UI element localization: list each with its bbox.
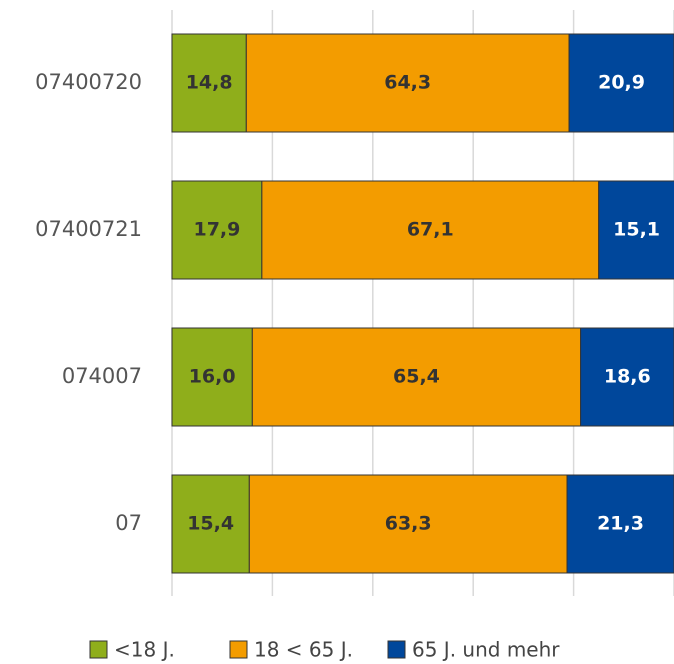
value-label: 14,8 bbox=[186, 72, 233, 94]
value-label: 21,3 bbox=[597, 513, 644, 535]
category-label: 074007 bbox=[62, 364, 142, 388]
bar-segment bbox=[245, 33, 570, 133]
category-label: 07 bbox=[115, 511, 142, 535]
legend-label: <18 J. bbox=[114, 638, 175, 662]
bar-segment bbox=[171, 474, 250, 574]
bar-segment bbox=[171, 33, 247, 133]
bar-segment bbox=[171, 327, 253, 427]
value-label: 15,1 bbox=[613, 219, 660, 241]
value-label: 15,4 bbox=[187, 513, 234, 535]
bar-segment bbox=[261, 180, 600, 280]
bar-segment bbox=[171, 180, 263, 280]
bar-segment bbox=[598, 180, 674, 280]
value-label: 64,3 bbox=[384, 72, 431, 94]
legend-swatch bbox=[89, 640, 108, 659]
value-label: 20,9 bbox=[598, 72, 645, 94]
value-label: 16,0 bbox=[189, 366, 236, 388]
bar-segment bbox=[248, 474, 568, 574]
legend-swatch bbox=[229, 640, 248, 659]
legend-label: 65 J. und mehr bbox=[412, 638, 560, 662]
value-label: 63,3 bbox=[385, 513, 432, 535]
legend-label: 18 < 65 J. bbox=[254, 638, 353, 662]
legend-swatch bbox=[387, 640, 406, 659]
value-label: 18,6 bbox=[604, 366, 651, 388]
value-label: 17,9 bbox=[193, 219, 240, 241]
bar-segment bbox=[566, 474, 674, 574]
bar-segment bbox=[568, 33, 674, 133]
value-label: 65,4 bbox=[393, 366, 440, 388]
category-label: 07400721 bbox=[35, 217, 142, 241]
value-label: 67,1 bbox=[407, 219, 454, 241]
bar-segment bbox=[580, 327, 674, 427]
bar-segment bbox=[251, 327, 582, 427]
category-label: 07400720 bbox=[35, 70, 142, 94]
